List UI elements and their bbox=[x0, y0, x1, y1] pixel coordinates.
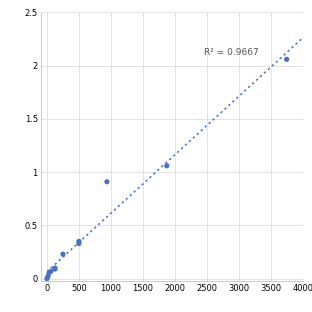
Point bbox=[164, 163, 169, 168]
Text: R² = 0.9667: R² = 0.9667 bbox=[203, 48, 258, 57]
Point bbox=[52, 266, 57, 271]
Point bbox=[46, 274, 51, 279]
Point bbox=[46, 271, 51, 276]
Point bbox=[52, 266, 57, 271]
Point bbox=[61, 252, 66, 257]
Point bbox=[76, 241, 81, 246]
Point bbox=[44, 276, 49, 281]
Point bbox=[48, 269, 53, 274]
Point bbox=[105, 179, 110, 184]
Point bbox=[76, 239, 81, 244]
Point bbox=[284, 57, 289, 62]
